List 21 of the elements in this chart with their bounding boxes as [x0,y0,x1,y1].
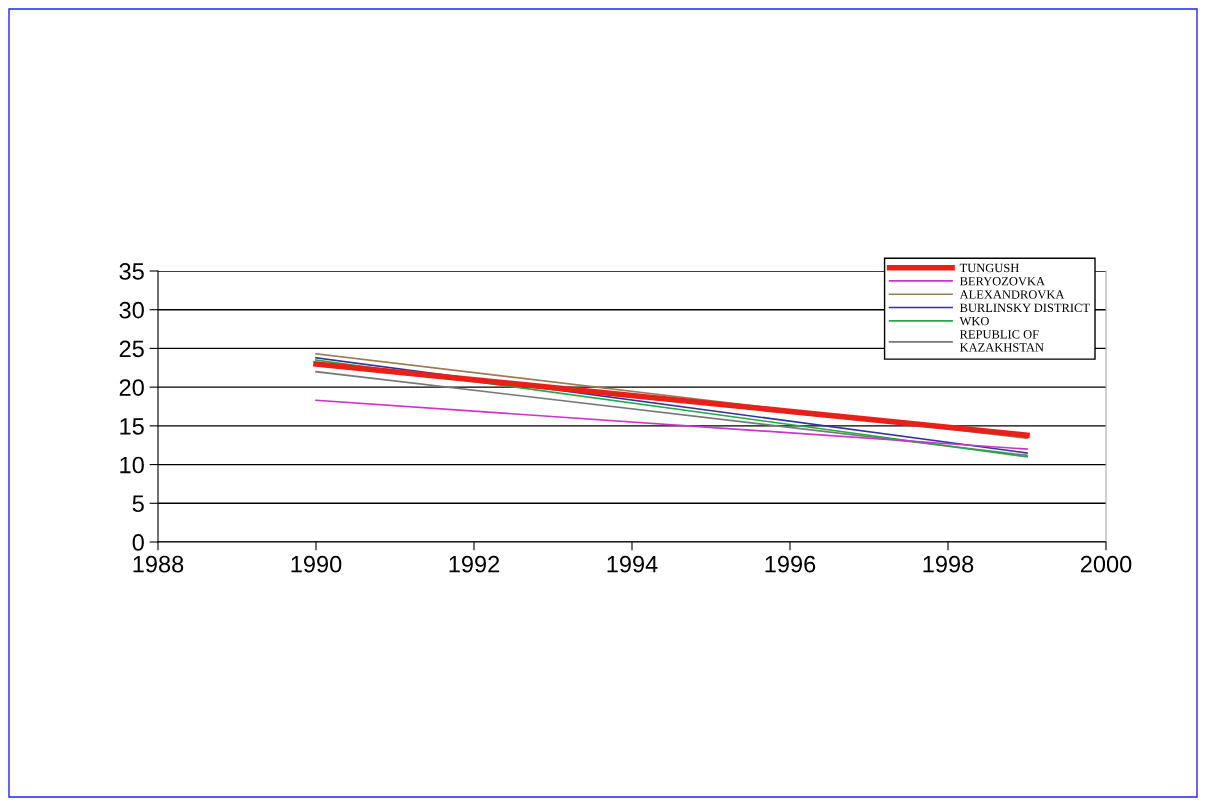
y-tick-label: 10 [120,456,144,474]
legend-label: TUNGUSH [959,263,1019,273]
y-tick-label: 25 [119,340,144,358]
legend-label: BURLINSKY DISTRICT [959,303,1090,313]
legend-label: BERYOZOVKA [959,277,1045,286]
y-tick-label: 35 [119,263,144,280]
x-tick-label: 1988 [133,555,184,573]
x-tick-label: 1990 [291,555,342,573]
y-tick-label: 20 [119,379,144,396]
y-tick-label: 15 [120,418,144,435]
y-tick-label: 0 [132,534,144,551]
x-tick-label: 1996 [765,555,816,573]
y-tick-label: 30 [119,301,144,319]
x-tick-label: 1994 [607,555,658,573]
x-tick-label: 1992 [449,555,500,573]
y-tick-label: 5 [132,495,144,513]
x-tick-label: 2000 [1080,555,1132,573]
legend-label: WKO [959,316,989,326]
legend-label: ALEXANDROVKA [959,290,1065,299]
legend-label: REPUBLIC OF KAZAKHSTAN [959,330,1044,352]
x-tick-label: 1998 [923,555,974,573]
